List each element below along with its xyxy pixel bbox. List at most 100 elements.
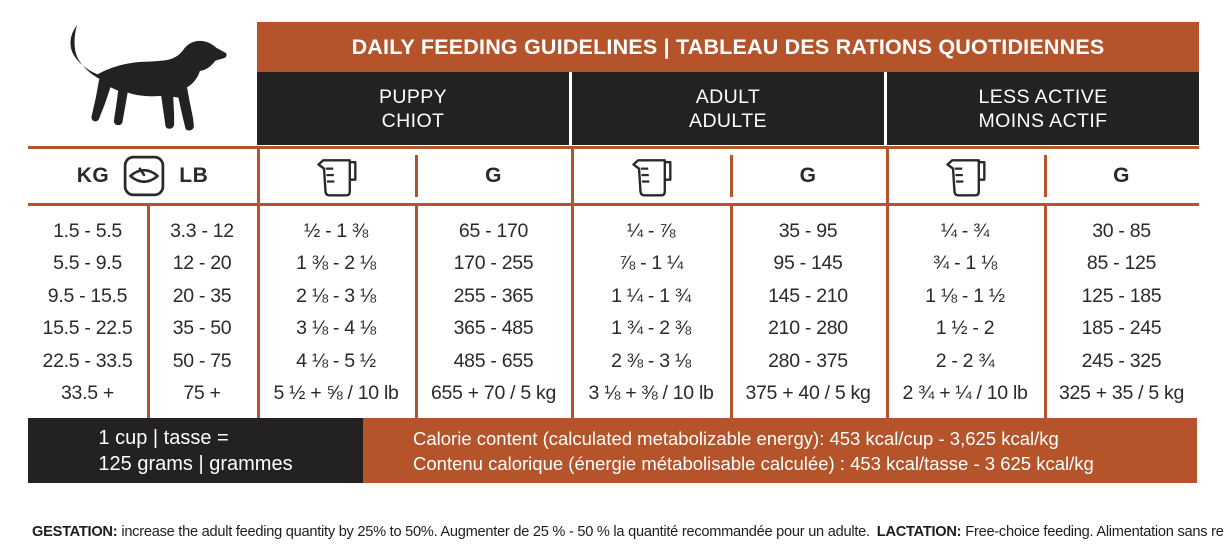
table-cell: ⅞ - 1 ¼	[618, 252, 684, 275]
section-label-fr: MOINS ACTIF	[978, 109, 1108, 132]
table-cell: 1 ½ - 2	[935, 317, 995, 340]
table-cell: 2 ¾ + ¼ / 10 lb	[902, 382, 1028, 405]
gestation-label: GESTATION:	[32, 524, 118, 540]
table-cell: 245 - 325	[1081, 349, 1162, 372]
table-cell: 1.5 - 5.5	[53, 219, 122, 242]
table-cell: 22.5 - 33.5	[42, 349, 133, 372]
table-cell: 3.3 - 12	[170, 219, 234, 242]
lactation-label: LACTATION:	[876, 524, 962, 540]
table-cell: 185 - 245	[1081, 317, 1162, 340]
column-less-active-grams: 30 - 85 85 - 125 125 - 185 185 - 245 245…	[1044, 215, 1199, 418]
table-cell: 35 - 50	[172, 317, 232, 340]
table-cell: 3 ⅛ + ⅜ / 10 lb	[588, 382, 714, 405]
divider	[1044, 206, 1047, 418]
section-header-less-active: LESS ACTIVE MOINS ACTIF	[887, 72, 1199, 145]
table-cell: 2 - 2 ¾	[935, 349, 995, 372]
column-adult-cups: ¼ - ⅞ ⅞ - 1 ¼ 1 ¼ - 1 ¾ 1 ¾ - 2 ⅜ 2 ⅜ - …	[572, 215, 730, 418]
grams-label: G	[1113, 164, 1130, 187]
table-body: 1.5 - 5.5 5.5 - 9.5 9.5 - 15.5 15.5 - 22…	[28, 206, 1199, 418]
column-puppy-cups: ½ - 1 ⅜ 1 ⅜ - 2 ⅛ 2 ⅛ - 3 ⅛ 3 ⅛ - 4 ⅛ 4 …	[257, 215, 415, 418]
column-puppy-grams: 65 - 170 170 - 255 255 - 365 365 - 485 4…	[415, 215, 572, 418]
table-cell: 12 - 20	[172, 252, 232, 275]
measuring-cup-icon	[946, 159, 986, 197]
section-header-adult: ADULT ADULTE	[572, 72, 884, 145]
table-cell: 9.5 - 15.5	[47, 284, 128, 307]
table-cell: 2 ⅜ - 3 ⅛	[611, 349, 691, 372]
table-cell: 3 ⅛ - 4 ⅛	[296, 317, 376, 340]
divider	[730, 206, 733, 418]
feeding-table: KG LB G	[28, 146, 1199, 418]
cup-conversion-box: 1 cup | tasse = 125 grams | grammes	[28, 418, 363, 483]
table-cell: 255 - 365	[453, 284, 534, 307]
divider	[147, 206, 150, 418]
table-cell: 170 - 255	[453, 252, 534, 275]
table-cell: 365 - 485	[453, 317, 534, 340]
section-header-puppy: PUPPY CHIOT	[257, 72, 569, 145]
divider	[28, 203, 1199, 206]
lactation-text: Free-choice feeding. Alimentation sans r…	[965, 524, 1224, 540]
table-cell: 30 - 85	[1092, 219, 1151, 242]
adult-cups-unit-cell	[572, 154, 730, 198]
table-cell: 33.5 +	[61, 382, 114, 405]
grams-label: G	[799, 164, 817, 187]
table-cell: 375 + 40 / 5 kg	[745, 382, 871, 405]
table-cell: 65 - 170	[458, 219, 529, 242]
table-cell: 35 - 95	[778, 219, 838, 242]
table-cell: ½ - 1 ⅜	[303, 219, 369, 242]
table-cell: 1 ¾ - 2 ⅜	[611, 317, 691, 340]
divider	[415, 155, 418, 197]
gestation-text: increase the adult feeding quantity by 2…	[121, 524, 870, 540]
table-cell: 85 - 125	[1086, 252, 1157, 275]
table-cell: ¼ - ¾	[940, 219, 990, 242]
weight-units-cell: KG LB	[28, 155, 257, 197]
table-cell: 145 - 210	[768, 284, 848, 307]
column-lb: 3.3 - 12 12 - 20 20 - 35 35 - 50 50 - 75…	[147, 215, 257, 418]
divider	[257, 146, 260, 418]
calorie-line-fr: Contenu calorique (énergie métabolisable…	[413, 452, 1094, 474]
table-cell: 655 + 70 / 5 kg	[430, 382, 557, 405]
table-cell: 4 ⅛ - 5 ½	[296, 349, 376, 372]
table-cell: 2 ⅛ - 3 ⅛	[296, 284, 376, 307]
section-header-row: PUPPY CHIOT ADULT ADULTE LESS ACTIVE MOI…	[257, 72, 1199, 145]
less-active-cups-unit-cell	[886, 154, 1044, 198]
section-label-en: LESS ACTIVE	[978, 85, 1108, 108]
table-cell: 1 ⅛ - 1 ½	[925, 284, 1005, 307]
column-kg: 1.5 - 5.5 5.5 - 9.5 9.5 - 15.5 15.5 - 22…	[28, 215, 147, 418]
table-cell: 50 - 75	[172, 349, 232, 372]
table-cell: 20 - 35	[172, 284, 232, 307]
calorie-line-en: Calorie content (calculated metabolizabl…	[413, 427, 1059, 449]
table-cell: 1 ⅜ - 2 ⅛	[296, 252, 376, 275]
puppy-cups-unit-cell	[257, 154, 415, 198]
table-cell: 1 ¼ - 1 ¾	[611, 284, 691, 307]
section-label-fr: ADULTE	[689, 109, 767, 132]
table-cell: 15.5 - 22.5	[42, 317, 133, 340]
table-cell: 95 - 145	[773, 252, 843, 275]
cup-conversion-line2: 125 grams | grammes	[98, 452, 293, 475]
table-cell: 210 - 280	[768, 317, 848, 340]
page-title: DAILY FEEDING GUIDELINES | TABLEAU DES R…	[351, 34, 1105, 59]
table-cell: 5 ½ + ⅝ / 10 lb	[273, 382, 399, 405]
measuring-cup-icon	[632, 159, 672, 197]
divider	[28, 146, 1199, 149]
measuring-cup-icon	[317, 159, 357, 197]
divider	[730, 155, 733, 197]
table-cell: ¼ - ⅞	[626, 219, 676, 242]
kg-label: KG	[76, 164, 110, 187]
adult-grams-unit-cell: G	[730, 164, 886, 188]
table-cell: 75 +	[183, 382, 221, 405]
dog-silhouette-icon	[70, 25, 227, 131]
unit-header-row: KG LB G	[28, 149, 1199, 203]
less-active-grams-unit-cell: G	[1044, 164, 1199, 188]
column-less-active-cups: ¼ - ¾ ¾ - 1 ⅛ 1 ⅛ - 1 ½ 1 ½ - 2 2 - 2 ¾ …	[886, 215, 1044, 418]
calorie-content-box: Calorie content (calculated metabolizabl…	[363, 418, 1197, 483]
grams-label: G	[485, 164, 502, 187]
divider	[886, 146, 889, 418]
section-label-en: PUPPY	[378, 85, 448, 108]
title-bar: DAILY FEEDING GUIDELINES | TABLEAU DES R…	[257, 22, 1199, 72]
column-adult-grams: 35 - 95 95 - 145 145 - 210 210 - 280 280…	[730, 215, 886, 418]
section-label-en: ADULT	[695, 85, 761, 108]
table-cell: 325 + 35 / 5 kg	[1058, 382, 1185, 405]
weight-scale-icon	[123, 155, 165, 197]
section-label-fr: CHIOT	[381, 109, 445, 132]
